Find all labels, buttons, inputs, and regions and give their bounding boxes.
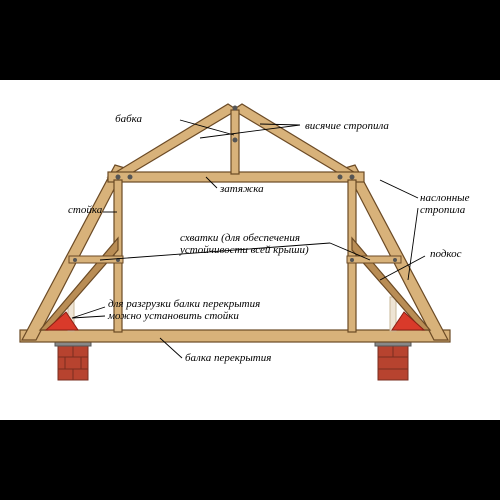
- label-razgruzka-1: для разгрузки балки перекрытия: [108, 298, 260, 311]
- label-naslonnye-1: наслонные: [420, 192, 470, 205]
- hanging-rafter-right: [233, 104, 362, 180]
- label-podkos: подкос: [430, 248, 462, 261]
- label-skhvatki-1: схватки (для обеспечения: [180, 232, 300, 245]
- diagram-panel: бабка висячие стропила затяжка стойка на…: [0, 80, 500, 420]
- floor-beam: [20, 330, 450, 342]
- label-stoika: стойка: [68, 204, 102, 217]
- brick-pier-right: [375, 340, 411, 380]
- collar-tie-right: [347, 256, 401, 263]
- label-visyachie: висячие стропила: [305, 120, 389, 133]
- collar-tie-left: [69, 256, 123, 263]
- label-zatyazhka: затяжка: [220, 183, 264, 196]
- brick-pier-left: [55, 340, 91, 380]
- label-razgruzka-2: можно установить стойки: [108, 310, 239, 323]
- label-babka: бабка: [100, 113, 142, 126]
- label-skhvatki-2: устойчивости всей крыши): [180, 244, 309, 257]
- label-balka: балка перекрытия: [185, 352, 271, 365]
- label-naslonnye-2: стропила: [420, 204, 465, 217]
